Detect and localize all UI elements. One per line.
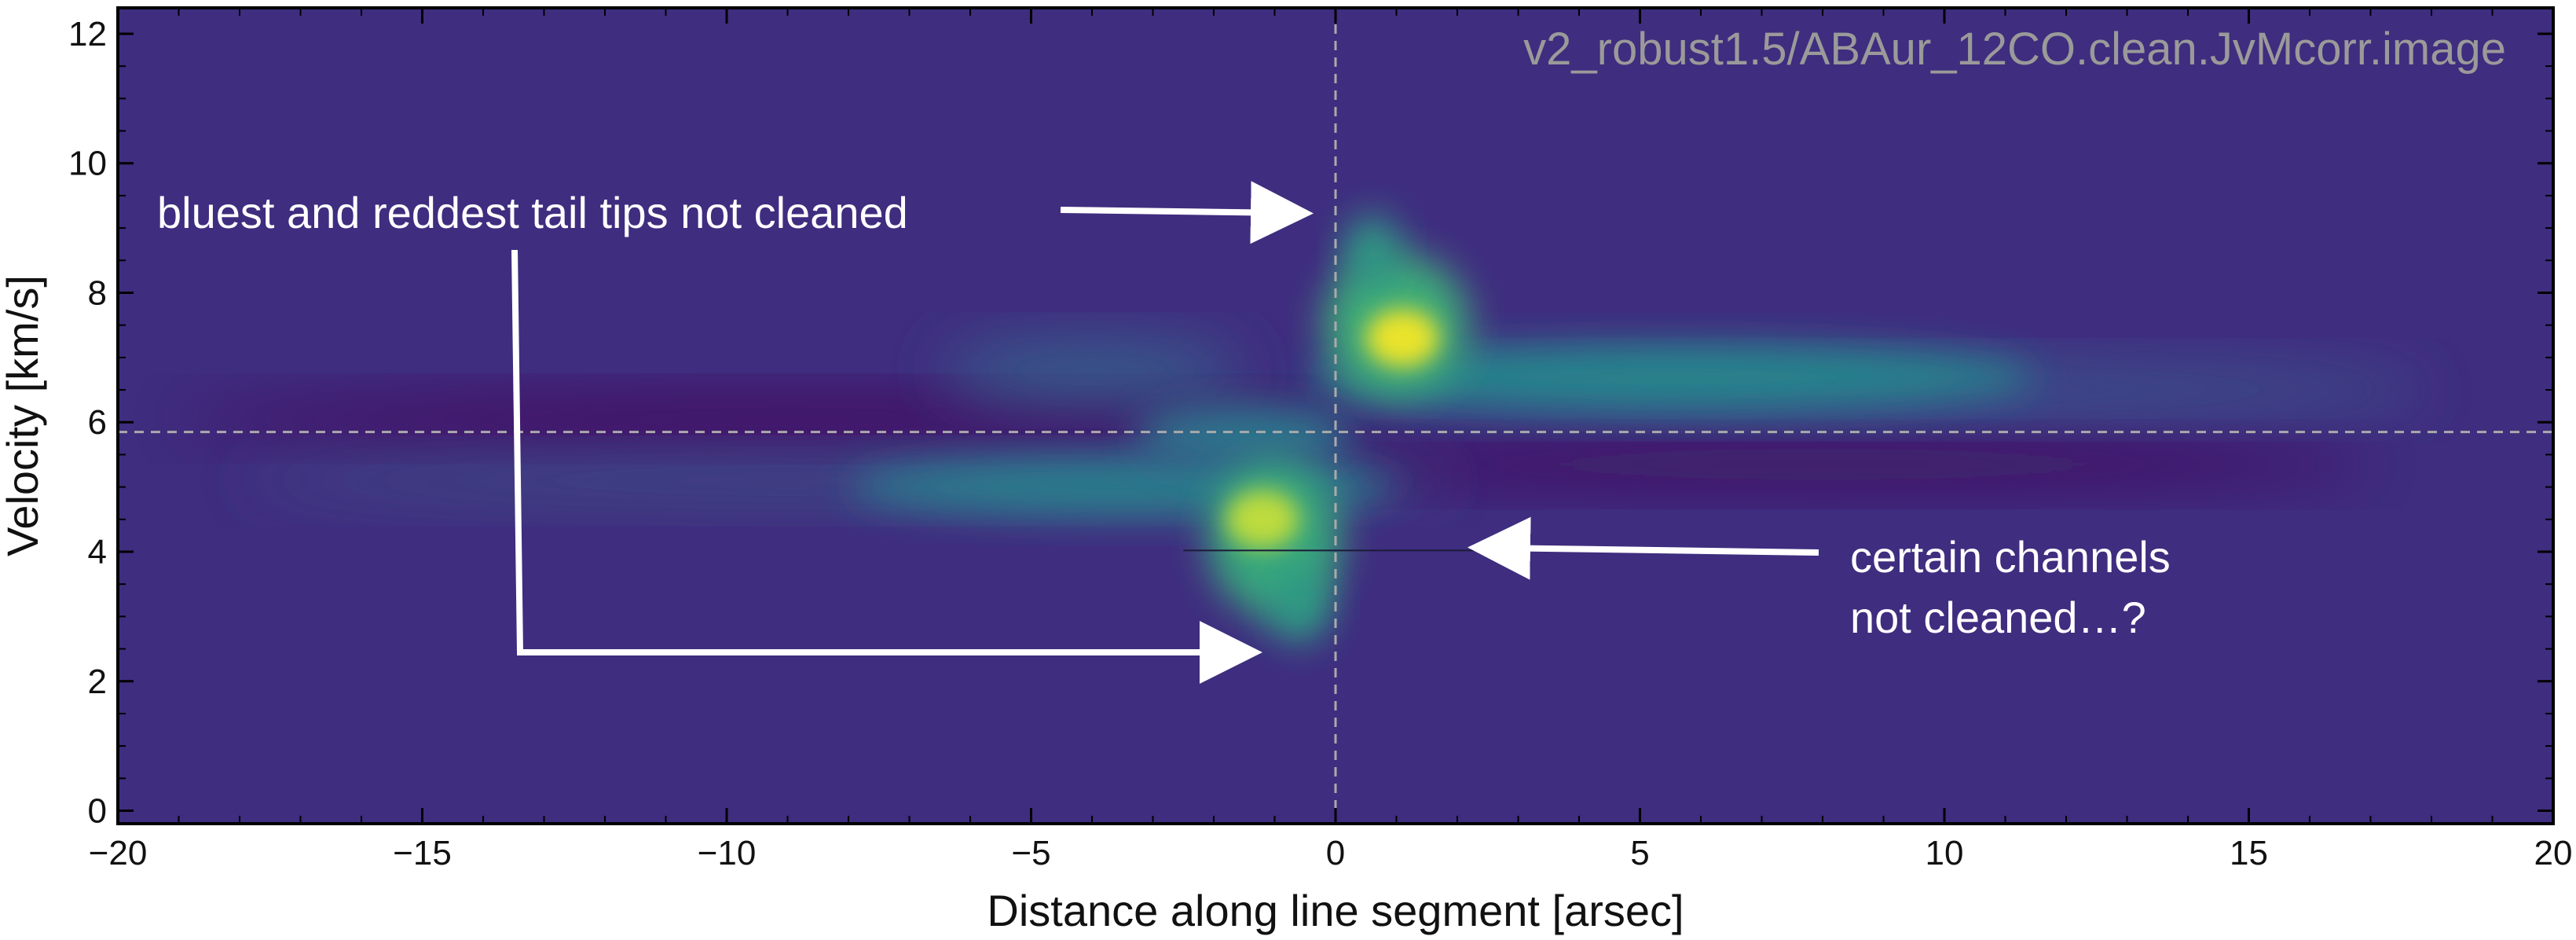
y-tick-label: 12	[68, 15, 107, 53]
x-tick-label: −10	[698, 834, 757, 872]
y-axis-label: Velocity [km/s]	[0, 275, 47, 556]
emission-red-tip	[1344, 215, 1400, 293]
emission-map	[178, 215, 2431, 643]
image-path-label: v2_robust1.5/ABAur_12CO.clean.JvMcorr.im…	[1523, 24, 2506, 75]
arrow-to-top-tip	[1060, 181, 1314, 244]
x-tick-label: 20	[2534, 834, 2573, 872]
y-axis-ticks: 0 2 4 6 8 10 12	[68, 15, 2553, 831]
emission-red-core	[1365, 309, 1439, 368]
y-tick-label: 10	[68, 145, 107, 183]
x-tick-label: −20	[89, 834, 148, 872]
arrow-to-channels	[1468, 516, 1819, 580]
x-tick-label: 10	[1926, 834, 1964, 872]
emission-dark-band-right	[1274, 441, 2371, 487]
x-tick-label: −15	[393, 834, 452, 872]
emission-upper-arm	[940, 341, 1244, 400]
annotation-tail-tips: bluest and reddest tail tips not cleaned	[157, 188, 908, 237]
x-tick-label: 5	[1630, 834, 1649, 872]
y-tick-label: 2	[88, 663, 107, 701]
y-tick-label: 0	[88, 792, 107, 831]
y-tick-label: 8	[88, 274, 107, 312]
x-tick-label: 15	[2230, 834, 2268, 872]
annotation-arrows	[511, 181, 1819, 684]
emission-dark-band-left	[178, 396, 1397, 442]
emission-red-tail	[1305, 344, 2036, 409]
x-tick-label: −5	[1011, 834, 1050, 872]
x-tick-label: 0	[1326, 834, 1345, 872]
annotation-channels-line1: certain channels	[1850, 532, 2171, 582]
emission-blue-tip	[1268, 564, 1330, 643]
arrow-elbow-line	[511, 249, 1202, 655]
y-tick-label: 6	[88, 403, 107, 442]
emission-blue-core	[1226, 490, 1299, 549]
x-axis-label: Distance along line segment [arsec]	[987, 886, 1684, 935]
emission-bridge	[1134, 402, 1354, 468]
annotation-channels-line2: not cleaned…?	[1850, 593, 2146, 642]
y-tick-label: 4	[88, 533, 107, 571]
